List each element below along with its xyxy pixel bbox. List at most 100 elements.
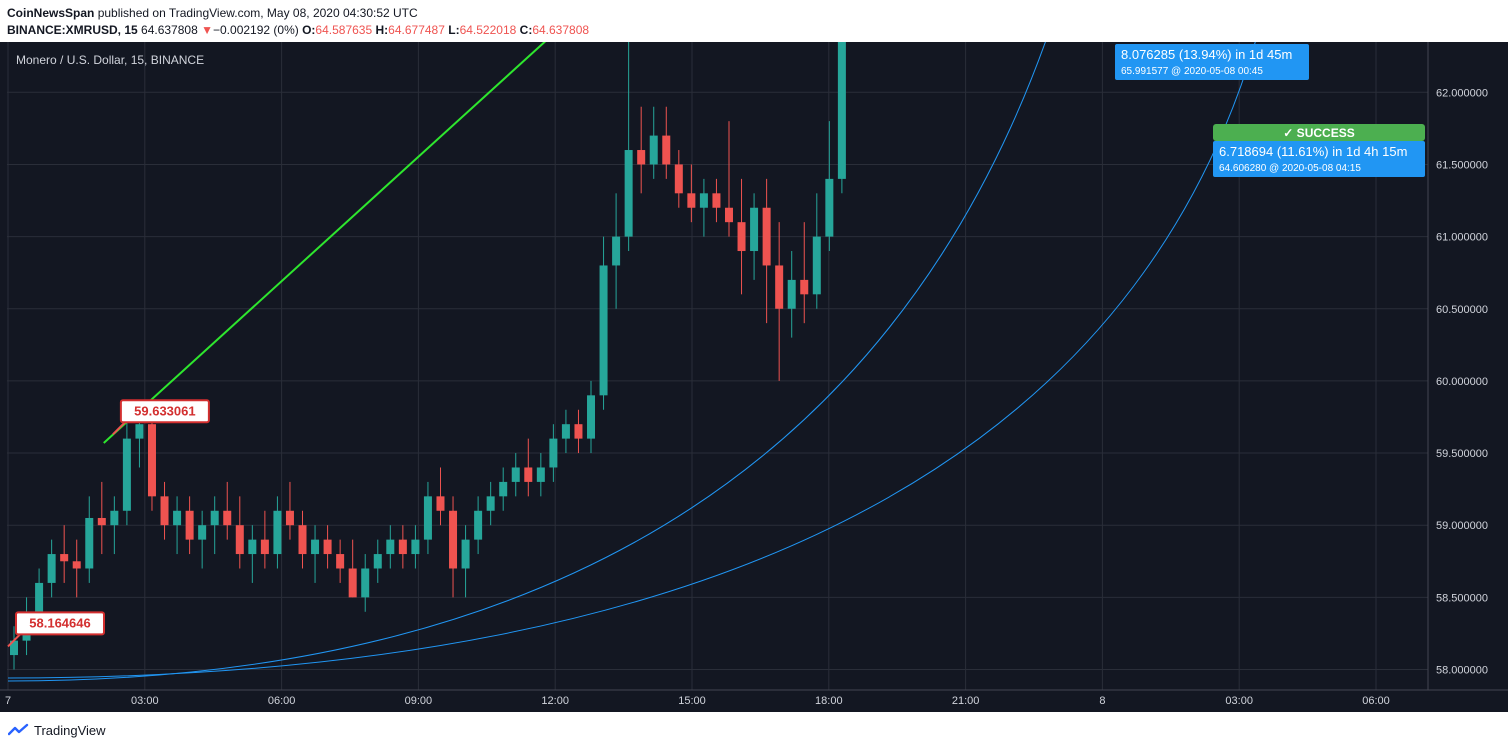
- x-tick-label: 12:00: [541, 695, 569, 707]
- candle[interactable]: [750, 207, 759, 252]
- candle[interactable]: [173, 510, 182, 526]
- candle[interactable]: [210, 510, 219, 526]
- candle[interactable]: [599, 265, 608, 396]
- candle[interactable]: [474, 510, 483, 540]
- candle[interactable]: [561, 424, 570, 439]
- high-label: H:: [375, 23, 389, 37]
- candle[interactable]: [624, 150, 633, 237]
- candle[interactable]: [775, 265, 784, 309]
- x-tick-label: 18:00: [815, 695, 843, 707]
- candle[interactable]: [373, 554, 382, 569]
- open-value: 64.587635: [315, 23, 373, 37]
- candle[interactable]: [587, 395, 596, 439]
- candle[interactable]: [649, 135, 658, 165]
- price-annotation-box[interactable]: [119, 399, 210, 424]
- candle[interactable]: [386, 539, 395, 555]
- publication-header: [0, 0, 1508, 42]
- candle[interactable]: [323, 539, 332, 555]
- candle[interactable]: [674, 164, 683, 194]
- tradingview-logo-icon[interactable]: [8, 723, 30, 737]
- price-chart[interactable]: 58.16464659.63306164.48130364.7586628.07…: [0, 42, 1508, 712]
- y-tick-label: 60.000000: [1436, 376, 1488, 388]
- candle[interactable]: [361, 568, 370, 598]
- candle[interactable]: [411, 539, 420, 555]
- candle[interactable]: [398, 539, 407, 555]
- low-value: 64.522018: [459, 23, 517, 37]
- candle[interactable]: [812, 236, 821, 295]
- candle[interactable]: [499, 481, 508, 497]
- candle[interactable]: [110, 510, 119, 526]
- candle[interactable]: [712, 193, 721, 208]
- trend-line[interactable]: [103, 42, 902, 444]
- x-tick-label: 21:00: [952, 695, 980, 707]
- high-value: 64.677487: [388, 23, 445, 37]
- candle[interactable]: [336, 554, 345, 569]
- candle[interactable]: [348, 568, 357, 598]
- published-line: CoinNewsSpan published on TradingView.co…: [7, 6, 418, 20]
- symbol-label: BINANCE:XMRUSD, 15: [7, 23, 138, 37]
- candle[interactable]: [787, 279, 796, 309]
- y-tick-label: 58.000000: [1436, 665, 1488, 677]
- candle[interactable]: [837, 42, 846, 179]
- candle[interactable]: [511, 467, 520, 482]
- candle[interactable]: [185, 510, 194, 540]
- candle[interactable]: [248, 539, 257, 555]
- candle[interactable]: [298, 525, 307, 555]
- candle[interactable]: [737, 222, 746, 252]
- symbol-ohlc-line: BINANCE:XMRUSD, 15 64.637808 ▼−0.002192 …: [7, 23, 589, 37]
- x-tick-label: 7: [5, 695, 11, 707]
- y-tick-label: 62.000000: [1436, 87, 1488, 99]
- candle[interactable]: [60, 554, 69, 562]
- candle[interactable]: [423, 496, 432, 540]
- y-tick-label: 58.500000: [1436, 592, 1488, 604]
- x-tick-label: 03:00: [131, 695, 159, 707]
- x-tick-label: 06:00: [1362, 695, 1390, 707]
- candle[interactable]: [724, 207, 733, 223]
- candle[interactable]: [800, 279, 809, 295]
- measure-box[interactable]: [1213, 141, 1425, 177]
- candle[interactable]: [47, 554, 56, 583]
- candle[interactable]: [72, 561, 81, 569]
- candle[interactable]: [524, 467, 533, 482]
- price-annotation-box[interactable]: [15, 611, 105, 636]
- candle[interactable]: [637, 150, 646, 165]
- candle[interactable]: [461, 539, 470, 569]
- last-price: 64.637808: [141, 23, 198, 37]
- candle[interactable]: [198, 525, 207, 540]
- candle[interactable]: [285, 510, 294, 526]
- arc-curve: [7, 42, 1256, 679]
- tradingview-brand[interactable]: TradingView: [34, 723, 106, 738]
- candle[interactable]: [549, 438, 558, 468]
- candle[interactable]: [449, 510, 458, 569]
- candle[interactable]: [687, 193, 696, 208]
- candle[interactable]: [273, 510, 282, 555]
- candle[interactable]: [311, 539, 320, 555]
- y-tick-label: 61.000000: [1436, 232, 1488, 244]
- candle[interactable]: [762, 207, 771, 266]
- low-label: L:: [448, 23, 460, 37]
- publisher-name[interactable]: CoinNewsSpan: [7, 6, 95, 20]
- x-tick-label: 06:00: [268, 695, 296, 707]
- candle[interactable]: [260, 539, 269, 555]
- candle[interactable]: [223, 510, 232, 526]
- candle[interactable]: [436, 496, 445, 511]
- candle[interactable]: [699, 193, 708, 208]
- candle[interactable]: [85, 517, 94, 569]
- candle[interactable]: [536, 467, 545, 482]
- candle[interactable]: [486, 496, 495, 511]
- candle[interactable]: [35, 582, 44, 612]
- candle[interactable]: [825, 178, 834, 237]
- candle[interactable]: [662, 135, 671, 165]
- candle[interactable]: [160, 496, 169, 526]
- candle[interactable]: [235, 525, 244, 555]
- candle[interactable]: [122, 438, 131, 511]
- candle[interactable]: [612, 236, 621, 266]
- candle[interactable]: [574, 424, 583, 439]
- candle[interactable]: [97, 517, 106, 526]
- candle[interactable]: [10, 640, 18, 656]
- measure-box[interactable]: [1115, 44, 1309, 80]
- chart-title: Monero / U.S. Dollar, 15, BINANCE: [16, 53, 205, 67]
- candle[interactable]: [135, 424, 144, 439]
- success-badge: [1213, 124, 1425, 141]
- candle[interactable]: [147, 424, 156, 497]
